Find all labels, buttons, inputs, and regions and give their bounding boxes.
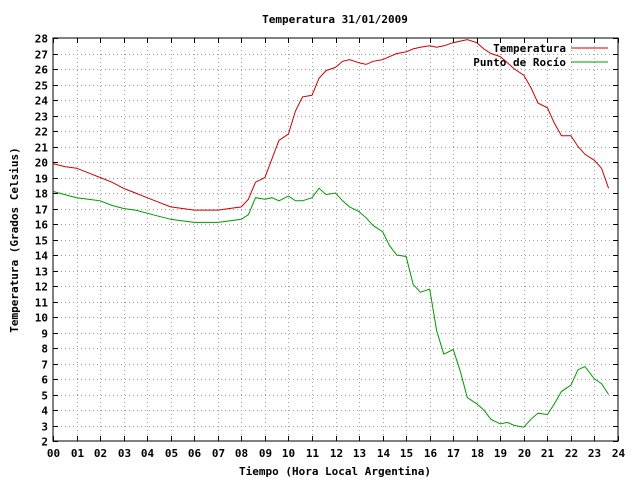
x-tick-label: 08	[235, 447, 248, 460]
legend: Temperatura Punto de Rocío	[473, 42, 608, 69]
x-tick-label: 16	[424, 447, 438, 460]
y-tick-label: 11	[35, 297, 49, 310]
x-tick-label: 00	[47, 447, 60, 460]
y-tick-label: 24	[35, 95, 49, 108]
x-tick-label: 05	[165, 447, 178, 460]
y-tick-label: 3	[41, 421, 48, 434]
x-tick-label: 12	[330, 447, 343, 460]
x-tick-label: 20	[518, 447, 531, 460]
y-tick-label: 25	[35, 80, 48, 93]
chart-title: Temperatura 31/01/2009	[262, 13, 408, 26]
plot-frame	[52, 37, 619, 442]
x-tick-label: 01	[71, 447, 85, 460]
y-tick-label: 14	[35, 250, 49, 263]
x-tick-label: 15	[400, 447, 413, 460]
axis-ticks	[53, 38, 619, 442]
y-tick-label: 19	[35, 173, 48, 186]
y-tick-label: 5	[41, 390, 48, 403]
y-tick-label: 23	[35, 111, 48, 124]
y-tick-label: 26	[35, 64, 49, 77]
x-tick-label: 07	[212, 447, 225, 460]
x-tick-label: 23	[588, 447, 601, 460]
x-tick-label: 19	[494, 447, 507, 460]
x-tick-label: 04	[141, 447, 155, 460]
y-tick-label: 6	[41, 374, 48, 387]
y-axis-title: Temperatura (Grados Celsius)	[8, 147, 21, 332]
y-tick-label: 7	[41, 359, 48, 372]
y-tick-label: 4	[41, 405, 48, 418]
legend-label-temperatura: Temperatura	[493, 42, 566, 55]
y-tick-label: 20	[35, 157, 48, 170]
y-tick-label: 2	[41, 436, 48, 449]
x-tick-label: 09	[259, 447, 272, 460]
series-line-temperatura	[52, 39, 610, 211]
y-tick-label: 28	[35, 33, 48, 46]
y-tick-label: 16	[35, 219, 49, 232]
x-tick-label: 22	[565, 447, 578, 460]
x-tick-label: 02	[94, 447, 107, 460]
series-line-punto-de-rocio	[52, 187, 610, 428]
series-layer	[52, 39, 610, 428]
y-tick-label: 21	[35, 142, 49, 155]
y-tick-label: 13	[35, 266, 48, 279]
y-tick-label: 27	[35, 49, 48, 62]
legend-label-punto-de-rocio: Punto de Rocío	[473, 56, 566, 69]
y-tick-label: 9	[41, 328, 48, 341]
x-tick-label: 14	[377, 447, 391, 460]
x-tick-label: 10	[282, 447, 295, 460]
x-axis-title: Tiempo (Hora Local Argentina)	[239, 465, 431, 478]
y-tick-label: 18	[35, 188, 48, 201]
y-tick-label: 15	[35, 235, 48, 248]
x-tick-label: 18	[471, 447, 484, 460]
x-tick-label: 11	[306, 447, 320, 460]
y-tick-labels: 2345678910111213141516171819202122232425…	[35, 33, 49, 449]
y-tick-label: 8	[41, 343, 48, 356]
y-tick-label: 12	[35, 281, 48, 294]
x-tick-label: 24	[612, 447, 626, 460]
y-tick-label: 17	[35, 204, 48, 217]
x-tick-label: 13	[353, 447, 366, 460]
x-tick-label: 03	[118, 447, 131, 460]
x-tick-labels: 00 01 02 03 04 05 06 07 08 09 10 11 12 13 14 15 16 17 18 19…	[47, 447, 626, 460]
x-tick-label: 06	[188, 447, 202, 460]
x-tick-label: 21	[541, 447, 555, 460]
y-tick-label: 22	[35, 126, 48, 139]
x-tick-label: 17	[447, 447, 460, 460]
y-tick-label: 10	[35, 312, 48, 325]
